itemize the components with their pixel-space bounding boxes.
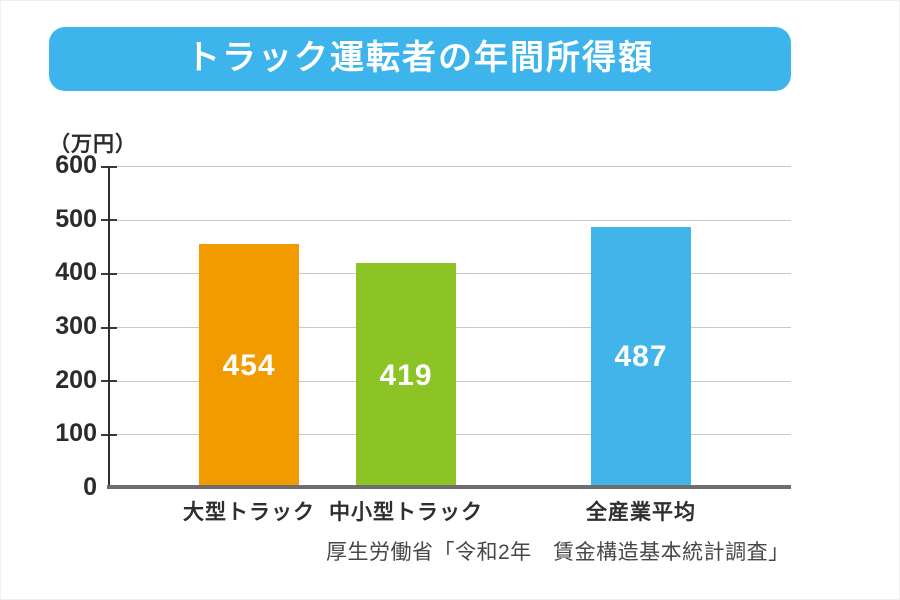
bar-large-truck: 454 [199,244,299,488]
chart-title: トラック運転者の年間所得額 [186,39,654,77]
y-axis-line [108,166,110,488]
x-axis-baseline [107,485,791,489]
y-tick-label-400: 400 [55,258,97,287]
category-label-all-industry-average: 全産業平均 [586,501,696,524]
y-tick-label-100: 100 [55,419,97,448]
bar-value-label: 419 [379,358,433,392]
bar-small-medium-truck: 419 [356,263,456,488]
title-banner: トラック運転者の年間所得額 [49,27,791,91]
bar-value-label: 487 [614,340,668,374]
bar-all-industry-average: 487 [591,226,691,488]
plot-area: 454 419 487 [101,165,791,488]
y-tick-label-500: 500 [55,204,97,233]
y-tick-label-600: 600 [55,151,97,179]
y-axis-unit-label: （万円） [49,133,137,156]
gridline-500 [109,219,791,221]
category-label-large-truck: 大型トラック [183,501,315,524]
y-tick-label-300: 300 [55,312,97,340]
y-tick-label-200: 200 [55,365,97,394]
gridline-600 [109,166,791,167]
source-caption: 厚生労働省「令和2年 賃金構造基本統計調査」 [326,541,790,564]
bar-value-label: 454 [222,349,276,383]
y-tick-label-0: 0 [83,473,97,501]
category-label-small-medium-truck: 中小型トラック [329,501,483,524]
